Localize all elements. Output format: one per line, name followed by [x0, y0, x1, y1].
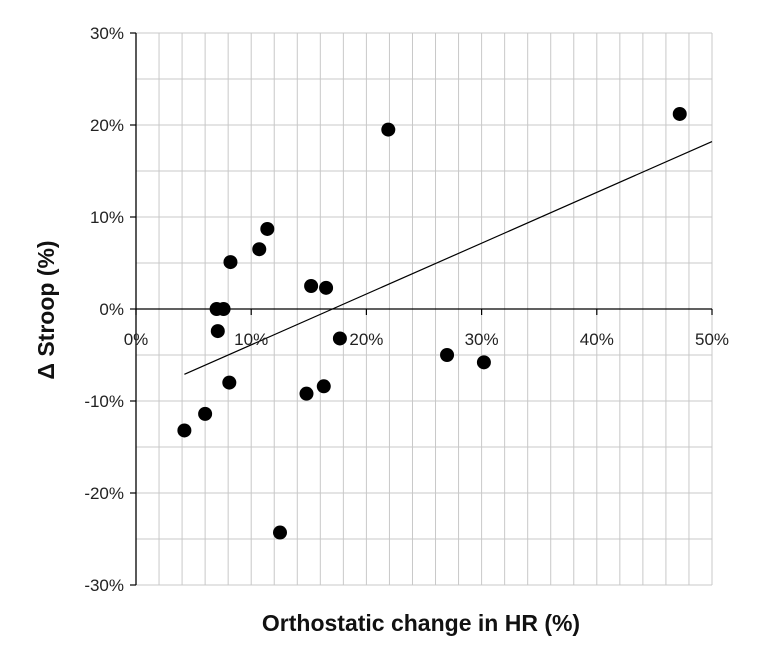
data-point	[177, 423, 192, 438]
trendline	[184, 141, 713, 375]
y-tick-label: 30%	[90, 24, 124, 43]
data-point	[273, 525, 287, 540]
data-point	[210, 324, 225, 339]
trendline-group	[184, 141, 713, 375]
data-point	[316, 379, 331, 394]
x-tick-label: 20%	[349, 330, 383, 349]
x-tick-label: 0%	[124, 330, 149, 349]
data-point	[198, 406, 213, 421]
x-tick-label: 30%	[465, 330, 499, 349]
y-tick-label: 0%	[99, 300, 124, 319]
y-tick-label: -10%	[84, 392, 124, 411]
data-point	[222, 375, 237, 390]
y-tick-label: -30%	[84, 576, 124, 595]
x-tick-label: 50%	[695, 330, 729, 349]
x-axis-title: Orthostatic change in HR (%)	[262, 610, 580, 636]
x-tick-label: 10%	[234, 330, 268, 349]
data-point	[260, 221, 275, 236]
data-point	[304, 279, 319, 293]
data-point	[223, 255, 238, 270]
y-axis-title: Δ Stroop (%)	[33, 240, 59, 379]
data-point	[381, 122, 396, 137]
data-point	[319, 280, 334, 295]
tick-labels: -30% -20% -10% 0% 10% 20% 30% 0% 10% 20% 30% 40% 50%	[84, 24, 729, 595]
data-point	[252, 242, 267, 257]
y-tick-label: -20%	[84, 484, 124, 503]
data-points	[177, 106, 687, 540]
data-point	[216, 302, 231, 316]
data-point	[672, 106, 687, 121]
data-point	[476, 355, 491, 370]
data-point	[440, 348, 455, 362]
axes	[130, 32, 713, 586]
y-tick-label: 20%	[90, 116, 124, 135]
x-tick-label: 40%	[580, 330, 614, 349]
y-tick-label: 10%	[90, 208, 124, 227]
data-point	[299, 386, 314, 401]
data-point	[332, 331, 347, 346]
